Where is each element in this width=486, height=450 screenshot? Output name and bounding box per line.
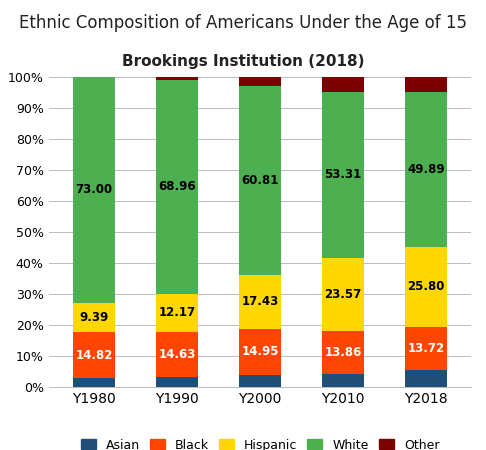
Bar <box>156 294 198 332</box>
Text: 60.81: 60.81 <box>242 174 278 187</box>
Bar <box>405 247 447 327</box>
Bar <box>156 332 198 377</box>
Text: 17.43: 17.43 <box>242 295 278 308</box>
Bar <box>73 378 115 387</box>
Bar <box>322 331 364 374</box>
Bar <box>322 257 364 331</box>
Bar <box>322 92 364 257</box>
Bar <box>322 76 364 92</box>
Text: 14.82: 14.82 <box>75 349 113 362</box>
Text: 14.63: 14.63 <box>158 348 196 361</box>
Legend: Asian, Black, Hispanic, White, Other: Asian, Black, Hispanic, White, Other <box>76 434 444 450</box>
Bar <box>73 332 115 378</box>
Text: 49.89: 49.89 <box>407 163 445 176</box>
Bar <box>239 274 281 329</box>
Text: 23.57: 23.57 <box>324 288 362 301</box>
Text: 68.96: 68.96 <box>158 180 196 193</box>
Bar <box>239 375 281 387</box>
Bar <box>405 327 447 369</box>
Bar <box>73 303 115 332</box>
Bar <box>239 329 281 375</box>
Text: Brookings Institution (2018): Brookings Institution (2018) <box>122 54 364 69</box>
Bar <box>156 377 198 387</box>
Text: 73.00: 73.00 <box>76 183 113 196</box>
Bar <box>156 80 198 294</box>
Text: 13.72: 13.72 <box>407 342 444 355</box>
Bar <box>239 76 281 86</box>
Bar <box>73 76 115 303</box>
Text: 9.39: 9.39 <box>80 311 109 324</box>
Bar <box>405 76 447 92</box>
Bar <box>405 92 447 247</box>
Text: 25.80: 25.80 <box>407 280 445 293</box>
Text: 53.31: 53.31 <box>324 168 362 181</box>
Text: 13.86: 13.86 <box>324 346 362 359</box>
Bar <box>156 76 198 80</box>
Text: Ethnic Composition of Americans Under the Age of 15: Ethnic Composition of Americans Under th… <box>19 14 467 32</box>
Bar <box>405 369 447 387</box>
Text: 12.17: 12.17 <box>158 306 196 319</box>
Bar <box>239 86 281 274</box>
Bar <box>322 374 364 387</box>
Text: 14.95: 14.95 <box>241 346 279 359</box>
